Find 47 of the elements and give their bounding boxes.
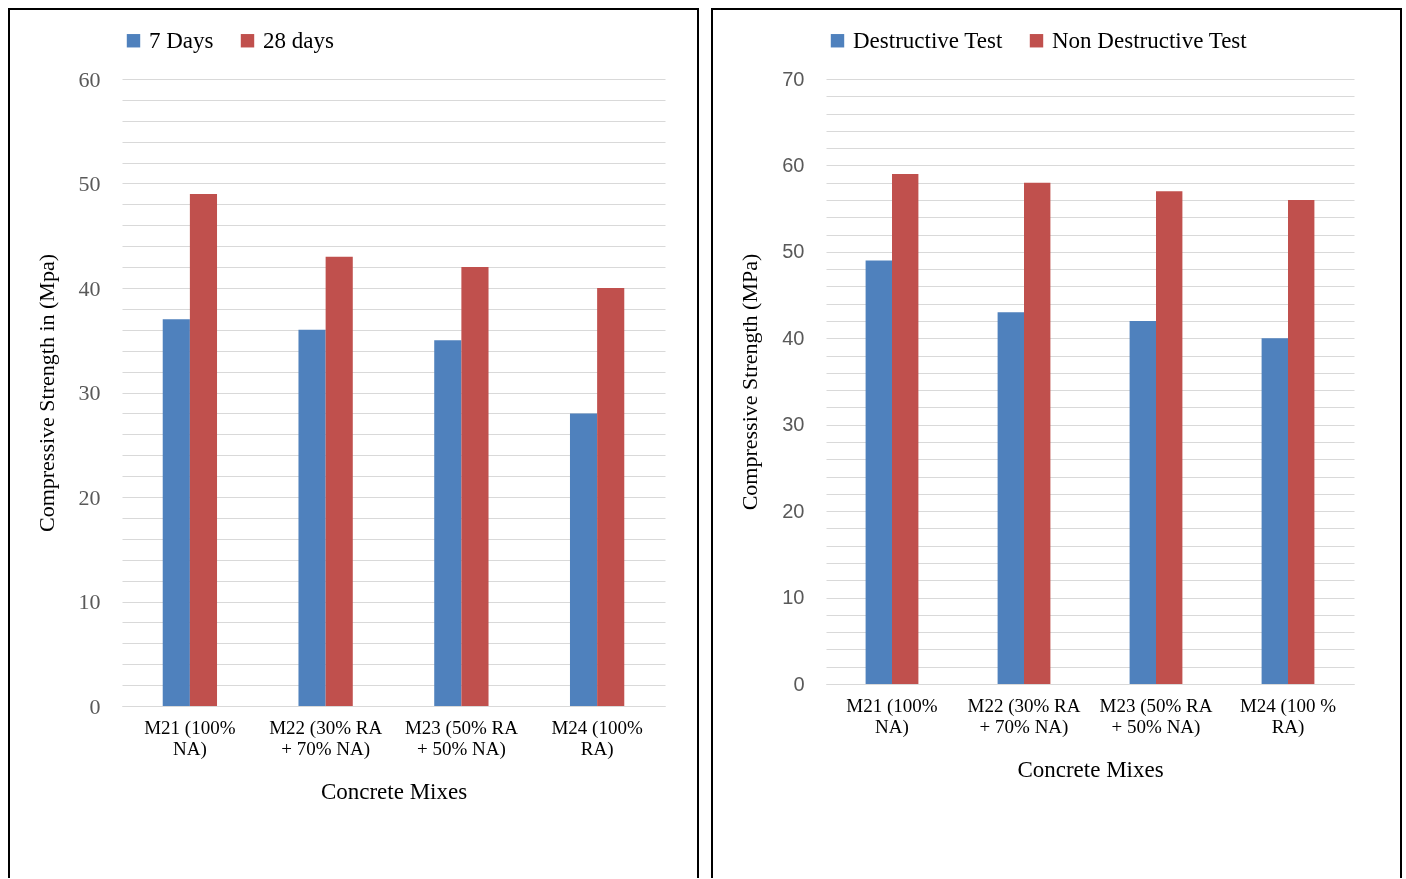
x-axis-title: Concrete Mixes: [320, 778, 468, 804]
y-tick-label: 40: [78, 275, 101, 301]
y-tick-label: 40: [782, 326, 805, 349]
bar: [189, 193, 218, 706]
bar: [997, 312, 1024, 684]
bar: [434, 340, 462, 706]
y-tick-label: 0: [793, 672, 805, 695]
bar: [461, 267, 489, 706]
x-axis-title: Concrete Mixes: [1017, 756, 1164, 782]
y-tick-label: 60: [78, 66, 101, 92]
bar: [569, 413, 598, 706]
y-tick-label: 30: [782, 413, 805, 436]
y-tick-label: 20: [782, 499, 805, 522]
bar: [892, 174, 919, 684]
bar: [1288, 200, 1315, 684]
y-axis-title: Compressive Strength in (Mpa): [33, 253, 59, 533]
x-tick-label: M21 (100% NA): [144, 716, 236, 760]
y-tick-label: 50: [78, 171, 101, 196]
x-tick-label: M23 (50% RA + 50% NA): [1099, 694, 1213, 738]
y-tick-label: 50: [782, 240, 805, 263]
bar: [325, 256, 353, 706]
legend-label: Destructive Test: [853, 27, 1003, 53]
bar: [1024, 182, 1051, 684]
y-tick-label: 0: [89, 693, 101, 719]
bar: [597, 288, 625, 706]
y-tick-label: 10: [782, 586, 805, 609]
y-tick-label: 70: [782, 67, 805, 90]
y-axis-title: Compressive Strength (MPa): [737, 253, 763, 511]
x-tick-label: M22 (30% RA + 70% NA): [269, 716, 383, 760]
x-tick-label: M24 (100% RA): [551, 716, 643, 760]
x-tick-label: M24 (100 % RA): [1239, 694, 1337, 738]
y-tick-label: 20: [78, 484, 101, 510]
legend-label: 7 Days: [149, 27, 214, 53]
bar: [1261, 338, 1288, 684]
legend-label: 28 days: [263, 27, 334, 53]
y-tick-label: 60: [782, 153, 805, 176]
bar: [162, 319, 190, 706]
bar: [1129, 321, 1156, 684]
legend-label: Non Destructive Test: [1052, 27, 1248, 53]
y-tick-label: 30: [78, 380, 101, 405]
bar: [298, 329, 326, 706]
x-tick-label: M22 (30% RA + 70% NA): [967, 694, 1081, 738]
bar: [865, 260, 892, 684]
bar: [1156, 191, 1183, 684]
x-tick-label: M23 (50% RA + 50% NA): [404, 716, 519, 760]
x-tick-label: M21 (100% NA): [846, 694, 938, 738]
y-tick-label: 10: [78, 589, 101, 614]
